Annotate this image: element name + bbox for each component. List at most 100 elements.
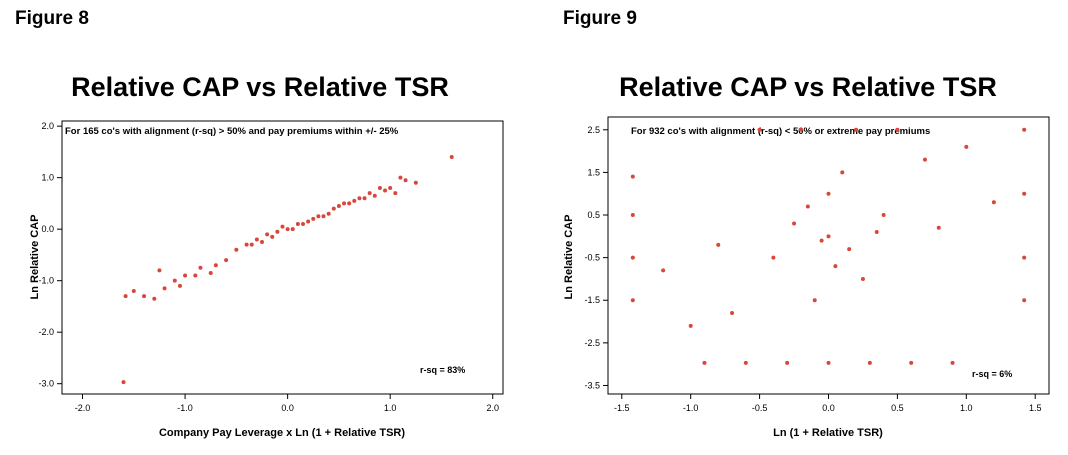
figure-9-x-tick-label: -1.0: [683, 403, 699, 413]
figure-8-data-point: [352, 198, 357, 203]
figure-8-data-point: [377, 185, 382, 190]
figure-8-x-tick-label: -1.0: [177, 403, 193, 413]
figure-9-data-point: [819, 238, 824, 243]
figure-9-data-point: [1022, 127, 1027, 132]
figure-8-data-point: [331, 206, 336, 211]
figure-8-data-point: [372, 193, 377, 198]
figure-8-data-point: [280, 224, 285, 229]
figure-9-x-tick-label: 0.0: [822, 403, 835, 413]
figure-9-data-point: [881, 213, 886, 218]
figure-9-data-point: [1022, 191, 1027, 196]
figure-9-data-point: [826, 234, 831, 239]
figure-8-data-point: [311, 216, 316, 221]
figure-8-data-point: [249, 242, 254, 247]
figure-9-x-tick-label: 0.5: [891, 403, 904, 413]
figure-8-data-point: [413, 180, 418, 185]
figure-9-data-point: [688, 323, 693, 328]
figure-8-data-point: [295, 222, 300, 227]
figure-8-data-point: [152, 296, 157, 301]
figure-9-data-point: [630, 298, 635, 303]
figure-8-data-point: [342, 201, 347, 206]
figure-8-data-point: [254, 237, 259, 242]
figure-8-data-point: [172, 278, 177, 283]
figure-9-plot-frame: [607, 116, 1050, 395]
figure-8-data-point: [234, 247, 239, 252]
figure-9-data-point: [964, 144, 969, 149]
figure-9-data-point: [950, 360, 955, 365]
figure-8-data-point: [316, 214, 321, 219]
figure-8-data-point: [321, 214, 326, 219]
figure-8-data-point: [162, 286, 167, 291]
figure-9-y-tick-label: -1.5: [584, 295, 600, 305]
figure-8-data-point: [357, 196, 362, 201]
figure-8-data-point: [213, 263, 218, 268]
figure-8-data-point: [336, 203, 341, 208]
figure-8-data-point: [193, 273, 198, 278]
figure-9-data-point: [730, 311, 735, 316]
figure-8-data-point: [131, 288, 136, 293]
figure-8-y-axis-title: Ln Relative CAP: [29, 215, 41, 300]
figure-8-data-point: [183, 273, 188, 278]
figure-8-y-tick-label: -3.0: [38, 379, 54, 389]
figure-9-y-tick-label: 2.5: [587, 125, 600, 135]
figure-9-data-point: [936, 225, 941, 230]
figure-9-y-tick-label: -2.5: [584, 338, 600, 348]
figure-8-data-point: [393, 191, 398, 196]
figure-9-x-axis-title: Ln (1 + Relative TSR): [773, 427, 883, 439]
figure-8-data-point: [301, 222, 306, 227]
figure-9-data-point: [833, 264, 838, 269]
figure-8-x-tick-label: -2.0: [75, 403, 91, 413]
figure-9-data-point: [812, 298, 817, 303]
figure-8-data-point: [306, 219, 311, 224]
figure-9-data-point: [805, 204, 810, 209]
figure-9-data-point: [874, 230, 879, 235]
figure-8-data-point: [326, 211, 331, 216]
figure-8-data-point: [121, 380, 126, 385]
figure-8-data-point: [270, 234, 275, 239]
figure-9-rsq-label: r-sq = 6%: [972, 369, 1012, 379]
figure-9-data-point: [826, 191, 831, 196]
figure-9-data-point: [867, 360, 872, 365]
figure-9-data-point: [785, 360, 790, 365]
figure-9-y-tick-label: -0.5: [584, 253, 600, 263]
figure-9-x-tick-label: 1.0: [960, 403, 973, 413]
figure-9-data-point: [1022, 298, 1027, 303]
figure-9-data-point: [792, 221, 797, 226]
figure-9-data-point: [991, 200, 996, 205]
figure-8-annotation: For 165 co's with alignment (r-sq) > 50%…: [65, 126, 399, 137]
figure-8-data-point: [388, 185, 393, 190]
figure-9-data-point: [1022, 255, 1027, 260]
figure-9-data-point: [909, 360, 914, 365]
figure-9-data-point: [854, 127, 859, 132]
figure-9-data-point: [840, 170, 845, 175]
figure-9-x-tick-label: 1.5: [1029, 403, 1042, 413]
figure-8-data-point: [208, 270, 213, 275]
figure-8-data-point: [224, 258, 229, 263]
figure-9-data-point: [922, 157, 927, 162]
figure-8-data-point: [177, 283, 182, 288]
figure-8-y-tick-label: 2.0: [41, 121, 54, 131]
figure-8-data-point: [244, 242, 249, 247]
figure-8-data-point: [265, 232, 270, 237]
figure-9-data-point: [771, 255, 776, 260]
figure-8-data-point: [142, 294, 147, 299]
figure-8-x-tick-label: 2.0: [486, 403, 499, 413]
figure-8-y-tick-label: -1.0: [38, 276, 54, 286]
figure-8-data-point: [290, 227, 295, 232]
figure-9-x-tick-label: -0.5: [752, 403, 768, 413]
figure-9-chart-title: Relative CAP vs Relative TSR: [619, 72, 997, 102]
figure-9-data-point: [847, 247, 852, 252]
figure-8-x-axis-title: Company Pay Leverage x Ln (1 + Relative …: [159, 427, 405, 439]
figure-9-label: Figure 9: [563, 8, 637, 29]
figure-9-data-point: [826, 360, 831, 365]
figure-8-data-point: [259, 240, 264, 245]
figure-9-y-tick-label: 1.5: [587, 167, 600, 177]
figure-8-data-point: [362, 196, 367, 201]
figure-8-data-point: [367, 191, 372, 196]
figure-8-chart-title: Relative CAP vs Relative TSR: [71, 72, 449, 102]
figure-8-data-point: [398, 175, 403, 180]
figure-8-data-point: [123, 294, 128, 299]
figure-8-x-tick-label: 1.0: [384, 403, 397, 413]
figure-9-data-point: [798, 127, 803, 132]
